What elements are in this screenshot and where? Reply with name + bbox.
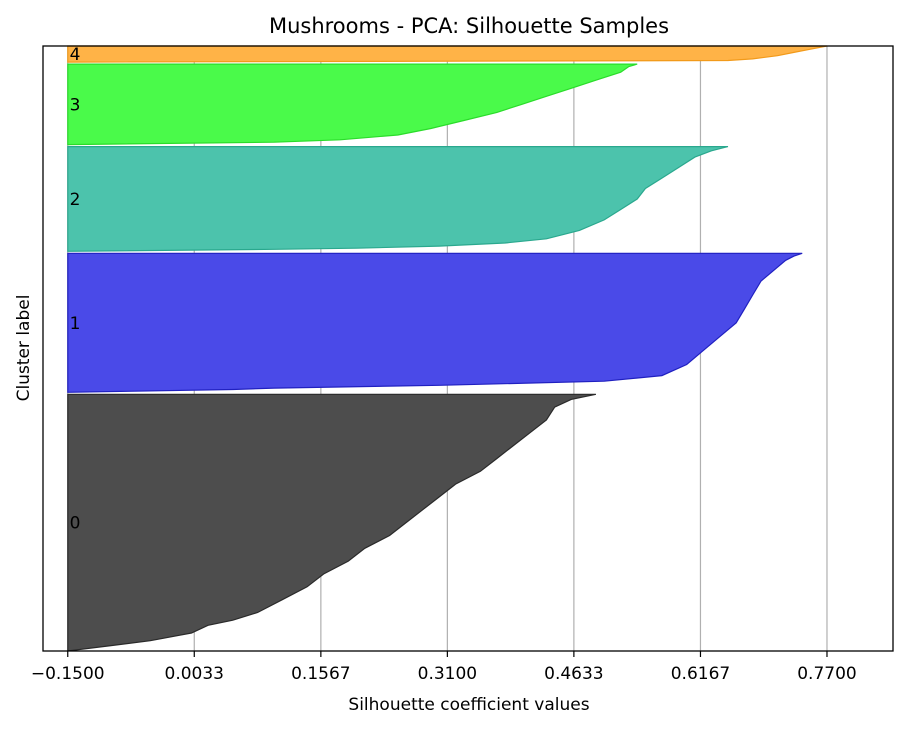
cluster-label-4: 4 [70,45,81,65]
cluster-label-2: 2 [70,190,81,210]
x-tick-label-6: 0.7700 [797,664,856,684]
silhouette-area-cluster-3 [67,63,638,146]
silhouette-area-cluster-2 [67,146,729,252]
silhouette-area-cluster-0 [67,393,597,652]
cluster-label-0: 0 [70,514,81,534]
silhouette-area-cluster-1 [67,252,803,393]
x-axis-label: Silhouette coefficient values [348,695,589,715]
cluster-label-3: 3 [70,95,81,115]
plot-area: 0 1 2 3 4 −0.1500 0.0033 0.1567 0.3100 0.4633 0.61… [31,45,894,684]
x-tick-label-3: 0.3100 [418,664,477,684]
silhouette-area-cluster-4 [67,45,828,63]
x-tick-label-4: 0.4633 [544,664,603,684]
cluster-label-1: 1 [70,314,81,334]
x-tick-label-2: 0.1567 [291,664,350,684]
y-axis-label: Cluster label [14,295,34,402]
x-tick-label-0: −0.1500 [31,664,105,684]
chart-title: Mushrooms - PCA: Silhouette Samples [269,14,669,38]
x-tick-label-5: 0.6167 [671,664,730,684]
plot-frame [42,45,894,652]
x-tick-label-1: 0.0033 [165,664,224,684]
